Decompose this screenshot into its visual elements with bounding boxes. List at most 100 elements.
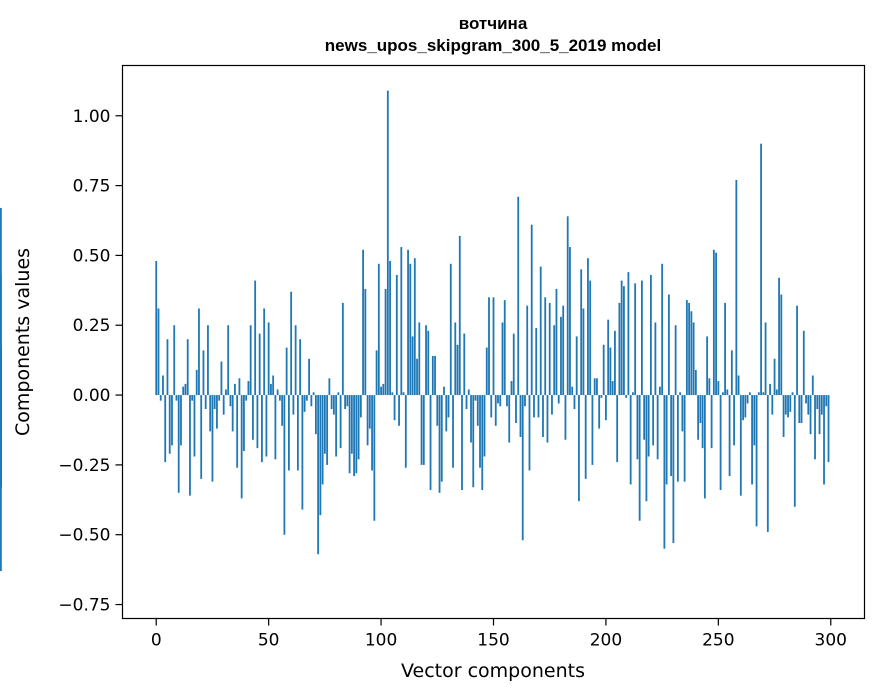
bar	[434, 355, 436, 396]
bar	[638, 395, 641, 521]
bar	[751, 395, 753, 485]
bar	[294, 325, 297, 396]
bar	[553, 325, 556, 396]
bar	[827, 395, 830, 463]
bar	[231, 395, 234, 432]
bar	[332, 395, 335, 415]
y-axis-label: Components values	[12, 248, 34, 436]
bar	[649, 274, 652, 396]
bar	[252, 395, 254, 440]
bar	[730, 350, 733, 396]
bar	[299, 339, 302, 396]
bar	[186, 339, 189, 396]
bar	[308, 358, 311, 396]
bar	[418, 322, 421, 396]
bar	[175, 395, 178, 401]
bar	[587, 258, 589, 396]
bar	[784, 395, 787, 415]
bar	[791, 392, 794, 396]
bar	[548, 302, 551, 396]
bar	[209, 395, 212, 432]
bar	[616, 395, 619, 463]
bar	[661, 263, 664, 396]
bar	[377, 263, 380, 396]
bar	[656, 395, 659, 460]
bar	[276, 389, 279, 396]
bar	[436, 395, 439, 426]
bar	[605, 395, 607, 421]
bar	[168, 395, 171, 454]
bar	[755, 395, 758, 527]
bar	[0, 395, 2, 572]
bar	[479, 395, 481, 468]
bar	[182, 386, 185, 396]
bar	[243, 395, 245, 451]
bar	[825, 395, 828, 407]
bar	[458, 235, 461, 396]
y-tick-label: −0.25	[58, 456, 110, 476]
bar	[335, 395, 338, 457]
bar	[386, 90, 389, 396]
y-tick-label: 0.00	[73, 386, 111, 406]
bar	[611, 381, 614, 396]
bar	[326, 395, 329, 465]
bar	[454, 322, 457, 396]
bar	[0, 350, 2, 396]
bar	[519, 395, 522, 437]
x-tick-label: 0	[151, 631, 162, 651]
y-tick-label: 1.00	[73, 107, 111, 127]
bar	[449, 263, 452, 396]
bar	[757, 392, 760, 396]
bar	[445, 395, 448, 432]
bar	[764, 322, 767, 396]
bar	[670, 395, 673, 477]
bar	[658, 386, 661, 396]
bar	[524, 395, 526, 407]
bar	[497, 395, 499, 404]
bar	[218, 395, 221, 401]
bar	[238, 378, 241, 396]
bar	[769, 383, 771, 396]
bar	[805, 395, 807, 404]
bar	[267, 322, 270, 396]
bar	[440, 395, 443, 482]
x-tick-label: 100	[365, 631, 397, 651]
bar	[305, 395, 308, 401]
bar	[389, 261, 391, 396]
bar	[728, 395, 731, 477]
bar	[328, 378, 331, 396]
x-axis: 0 50 100 150 200 250 300	[151, 618, 847, 651]
bar	[341, 302, 344, 396]
bar	[184, 383, 187, 396]
bar	[699, 395, 702, 423]
bar	[641, 280, 643, 396]
bar	[539, 266, 542, 396]
bar	[164, 395, 167, 463]
bar	[355, 395, 358, 474]
bar	[245, 395, 248, 401]
bar	[724, 302, 726, 396]
bar	[278, 395, 281, 401]
bar	[573, 395, 576, 410]
bar	[202, 350, 205, 396]
bar	[508, 395, 511, 443]
chart-subtitle: news_upos_skipgram_300_5_2019 model	[325, 36, 661, 55]
bar	[562, 305, 565, 396]
bar	[229, 395, 232, 407]
bar	[422, 395, 425, 465]
x-tick-label: 150	[477, 631, 509, 651]
bar	[775, 389, 778, 396]
bar	[623, 286, 625, 396]
bar	[303, 395, 306, 412]
bar	[663, 395, 666, 549]
bar	[285, 347, 288, 396]
bar	[0, 395, 2, 429]
bar	[283, 395, 286, 535]
bar	[371, 395, 373, 471]
bar	[564, 395, 567, 440]
bar	[301, 395, 304, 510]
bar	[811, 375, 814, 396]
bar	[216, 395, 218, 429]
y-axis: −0.75 −0.50 −0.25 0.00 0.25 0.50 0.75 1.00	[58, 107, 123, 616]
bar	[546, 395, 549, 443]
